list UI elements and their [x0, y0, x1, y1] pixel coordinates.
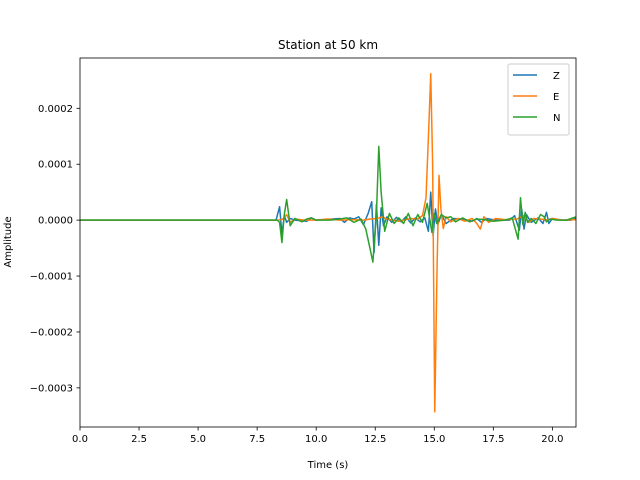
series-layer	[80, 72, 577, 413]
y-tick-label: 0.0000	[38, 216, 73, 227]
x-axis-label: Time (s)	[307, 460, 349, 471]
series-line-e	[80, 72, 577, 413]
x-tick-label: 2.5	[131, 434, 147, 445]
y-axis-label: Amplitude	[3, 216, 14, 267]
legend-label-z: Z	[553, 71, 560, 82]
y-axis: −0.0003 −0.0002 −0.0001 0.0000 0.0001 0.0002	[30, 104, 80, 394]
x-axis: 0.0 2.5 5.0 7.5 10.0 12.5 15.0 17.5 20.0	[72, 427, 564, 445]
y-tick-label: 0.0002	[38, 104, 73, 115]
y-tick-label: −0.0002	[30, 327, 73, 338]
x-tick-label: 10.0	[305, 434, 327, 445]
x-tick-label: 5.0	[190, 434, 206, 445]
legend-label-e: E	[553, 92, 559, 103]
plot-area-frame	[79, 57, 577, 428]
series-line-n	[80, 145, 577, 263]
y-tick-label: 0.0001	[38, 160, 73, 171]
legend: ZEN	[507, 63, 570, 136]
x-tick-label: 15.0	[423, 434, 445, 445]
x-tick-label: 20.0	[541, 434, 563, 445]
x-tick-label: 12.5	[364, 434, 386, 445]
x-tick-label: 0.0	[72, 434, 88, 445]
y-tick-label: −0.0003	[30, 383, 73, 394]
x-tick-label: 17.5	[482, 434, 504, 445]
legend-label-n: N	[553, 113, 560, 124]
x-tick-label: 7.5	[249, 434, 265, 445]
y-tick-label: −0.0001	[30, 272, 73, 283]
chart-title: Station at 50 km	[278, 38, 378, 52]
